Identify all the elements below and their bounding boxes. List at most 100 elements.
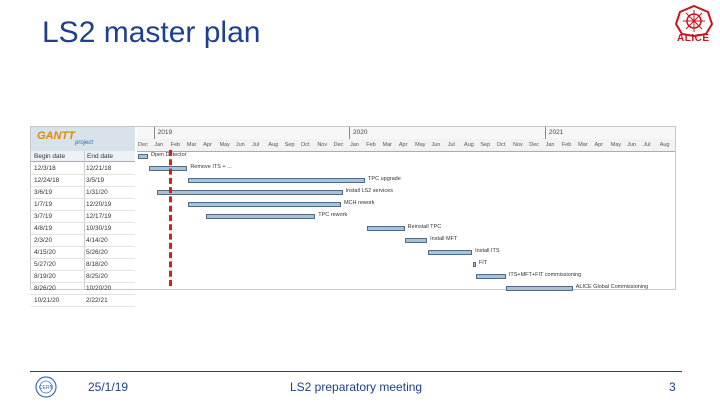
month-label: Mar <box>186 142 197 148</box>
task-bar[interactable] <box>405 238 428 243</box>
task-row: 4/15/20 5/26/20 <box>31 247 135 259</box>
month-label: Oct <box>496 142 506 148</box>
task-bar[interactable] <box>187 178 366 183</box>
footer-title: LS2 preparatory meeting <box>290 380 423 394</box>
task-bar[interactable] <box>188 202 341 207</box>
task-end-date: 8/18/20 <box>86 261 108 268</box>
task-row: 2/3/20 4/14/20 <box>31 235 135 247</box>
task-begin-date: 12/3/18 <box>34 165 56 172</box>
task-end-date: 5/26/20 <box>86 249 108 256</box>
column-header-begin: Begin date <box>31 151 84 162</box>
task-begin-date: 8/26/20 <box>34 285 56 292</box>
month-label: Feb <box>366 142 376 148</box>
month-label: Nov <box>317 142 328 148</box>
task-end-date: 10/30/19 <box>86 225 112 232</box>
task-end-date: 2/22/21 <box>86 297 108 304</box>
task-bar-label: ITS+MFT+FIT commissioning <box>508 272 582 278</box>
task-bar[interactable] <box>205 214 316 219</box>
month-label: Jan <box>154 142 164 148</box>
task-row: 8/19/20 8/25/20 <box>31 271 135 283</box>
month-label: Feb <box>561 142 572 148</box>
task-end-date: 1/31/20 <box>86 189 108 196</box>
svg-text:CERN: CERN <box>39 385 54 391</box>
slide-title: LS2 master plan <box>42 16 261 49</box>
month-label: Jan <box>545 142 555 148</box>
month-label: Apr <box>398 142 408 148</box>
month-label: May <box>219 142 230 148</box>
task-bar-label: Reinstall TPC <box>407 224 442 230</box>
task-bar-label: Install ITS <box>475 248 500 254</box>
task-bar[interactable] <box>366 226 405 231</box>
task-bar[interactable] <box>476 274 506 279</box>
column-header-end: End date <box>85 151 135 162</box>
task-bar[interactable] <box>138 154 148 159</box>
month-label: Aug <box>268 142 279 148</box>
task-bar[interactable] <box>472 262 476 267</box>
month-label: Aug <box>464 142 474 148</box>
alice-logo-icon <box>674 4 714 38</box>
month-label: Mar <box>382 142 393 148</box>
task-begin-date: 3/6/19 <box>34 189 53 196</box>
month-label: Sep <box>284 142 295 148</box>
month-label: Nov <box>512 142 523 148</box>
task-bar-label: Install LS2 services <box>345 188 393 194</box>
footer-divider <box>30 371 682 372</box>
task-bar-label: Remove ITS + ... <box>190 164 232 170</box>
gantt-logo: GANTT project <box>31 127 135 151</box>
month-label: Jul <box>643 142 651 148</box>
task-bar-label: ALICE Global Commissioning <box>575 284 649 290</box>
year-label: 2019 <box>157 129 173 136</box>
task-bar-label: MCH rework <box>343 200 375 206</box>
task-rows: 12/3/18 12/21/18 12/24/18 3/5/19 3/6/19 1/31/… <box>31 163 135 307</box>
cern-logo-icon: CERN <box>35 376 57 398</box>
task-begin-date: 10/21/20 <box>34 297 60 304</box>
month-label: Apr <box>203 142 212 148</box>
task-begin-date: 4/8/19 <box>34 225 53 232</box>
task-end-date: 3/5/19 <box>86 177 105 184</box>
month-label: Dec <box>529 142 540 148</box>
task-bar[interactable] <box>506 286 573 291</box>
task-row: 4/8/19 10/30/19 <box>31 223 135 235</box>
task-begin-date: 1/7/19 <box>34 201 53 208</box>
gantt-bars: Open Detector Remove ITS + ... TPC upgrade… <box>137 151 675 291</box>
month-label: May <box>415 142 426 148</box>
task-begin-date: 12/24/18 <box>34 177 60 184</box>
task-end-date: 4/14/20 <box>86 237 108 244</box>
task-row: 8/26/20 10/20/20 <box>31 283 135 295</box>
task-bar[interactable] <box>427 250 473 255</box>
task-bar-label: Install MFT <box>430 236 458 242</box>
task-bar-label: TPC upgrade <box>368 176 401 182</box>
gantt-logo-subtext: project <box>75 140 94 146</box>
task-begin-date: 5/27/20 <box>34 261 56 268</box>
task-row: 5/27/20 8/18/20 <box>31 259 135 271</box>
page-number: 3 <box>669 380 676 394</box>
month-label: Sep <box>480 142 491 148</box>
task-end-date: 12/17/19 <box>86 213 112 220</box>
task-row: 1/7/19 12/20/19 <box>31 199 135 211</box>
month-label: Jul <box>447 142 455 148</box>
month-label: Dec <box>138 142 148 148</box>
task-bar[interactable] <box>156 190 343 195</box>
month-label: Jun <box>431 142 441 148</box>
month-label: Oct <box>301 142 310 148</box>
task-row: 3/7/19 12/17/19 <box>31 211 135 223</box>
month-label: Dec <box>333 142 344 148</box>
task-row: 10/21/20 2/22/21 <box>31 295 135 307</box>
task-row: 3/6/19 1/31/20 <box>31 187 135 199</box>
year-label: 2020 <box>352 129 368 136</box>
task-bar-label: TPC rework <box>318 212 348 218</box>
task-bar[interactable] <box>149 166 188 171</box>
gantt-chart: GANTT project Begin date End date 12/3/1… <box>30 126 676 307</box>
column-divider <box>84 151 85 289</box>
task-end-date: 8/25/20 <box>86 273 108 280</box>
footer-date: 25/1/19 <box>88 380 129 394</box>
month-label: Jun <box>235 142 245 148</box>
month-label: Feb <box>170 142 181 148</box>
month-label: Jul <box>252 142 260 148</box>
task-begin-date: 3/7/19 <box>34 213 53 220</box>
year-label: 2021 <box>548 129 564 136</box>
task-begin-date: 8/19/20 <box>34 273 56 280</box>
month-label: Mar <box>578 142 588 148</box>
month-label: Jun <box>627 142 636 148</box>
month-label: May <box>610 142 622 148</box>
